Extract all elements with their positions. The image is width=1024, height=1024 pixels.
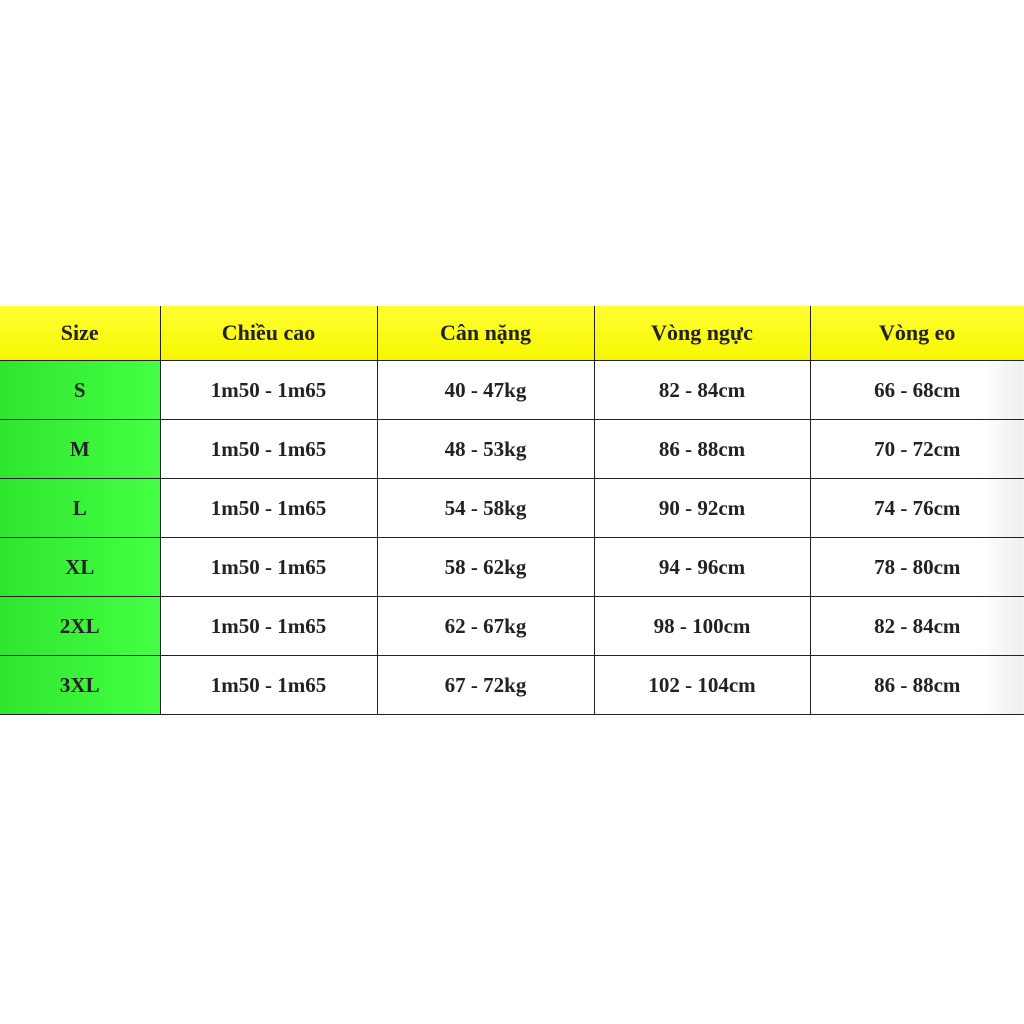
cell-weight: 40 - 47kg (376, 360, 595, 420)
header-waist: Vòng eo (809, 306, 1024, 361)
table-row: XL 1m50 - 1m65 58 - 62kg 94 - 96cm 78 - 80cm (0, 537, 1024, 597)
cell-chest: 94 - 96cm (593, 537, 811, 597)
cell-chest: 86 - 88cm (593, 419, 811, 479)
cell-waist: 74 - 76cm (809, 478, 1024, 538)
cell-weight: 58 - 62kg (376, 537, 595, 597)
cell-size: XL (0, 537, 161, 597)
cell-size: 3XL (0, 655, 161, 715)
table-row: M 1m50 - 1m65 48 - 53kg 86 - 88cm 70 - 72cm (0, 419, 1024, 479)
cell-waist: 78 - 80cm (809, 537, 1024, 597)
cell-size: 2XL (0, 596, 161, 656)
table-row: 3XL 1m50 - 1m65 67 - 72kg 102 - 104cm 86 - 8… (0, 655, 1024, 715)
cell-waist: 86 - 88cm (809, 655, 1024, 715)
cell-height: 1m50 - 1m65 (159, 478, 378, 538)
size-chart-table: Size Chiều cao Cân nặng Vòng ngực Vòng e… (0, 306, 1024, 715)
cell-chest: 98 - 100cm (593, 596, 811, 656)
table-header-row: Size Chiều cao Cân nặng Vòng ngực Vòng e… (0, 306, 1024, 361)
cell-weight: 54 - 58kg (376, 478, 595, 538)
table-row: S 1m50 - 1m65 40 - 47kg 82 - 84cm 66 - 68cm (0, 360, 1024, 420)
cell-chest: 102 - 104cm (593, 655, 811, 715)
cell-size: M (0, 419, 161, 479)
cell-height: 1m50 - 1m65 (159, 419, 378, 479)
cell-size: S (0, 360, 161, 420)
cell-height: 1m50 - 1m65 (159, 360, 378, 420)
cell-waist: 66 - 68cm (809, 360, 1024, 420)
cell-weight: 62 - 67kg (376, 596, 595, 656)
cell-weight: 67 - 72kg (376, 655, 595, 715)
header-weight: Cân nặng (376, 306, 595, 361)
header-size: Size (0, 306, 161, 361)
cell-height: 1m50 - 1m65 (159, 537, 378, 597)
header-chest: Vòng ngực (593, 306, 811, 361)
cell-waist: 82 - 84cm (809, 596, 1024, 656)
cell-size: L (0, 478, 161, 538)
cell-height: 1m50 - 1m65 (159, 655, 378, 715)
table-row: 2XL 1m50 - 1m65 62 - 67kg 98 - 100cm 82 - 84… (0, 596, 1024, 656)
table-row: L 1m50 - 1m65 54 - 58kg 90 - 92cm 74 - 76cm (0, 478, 1024, 538)
cell-chest: 90 - 92cm (593, 478, 811, 538)
cell-waist: 70 - 72cm (809, 419, 1024, 479)
cell-height: 1m50 - 1m65 (159, 596, 378, 656)
cell-chest: 82 - 84cm (593, 360, 811, 420)
cell-weight: 48 - 53kg (376, 419, 595, 479)
header-height: Chiều cao (159, 306, 378, 361)
